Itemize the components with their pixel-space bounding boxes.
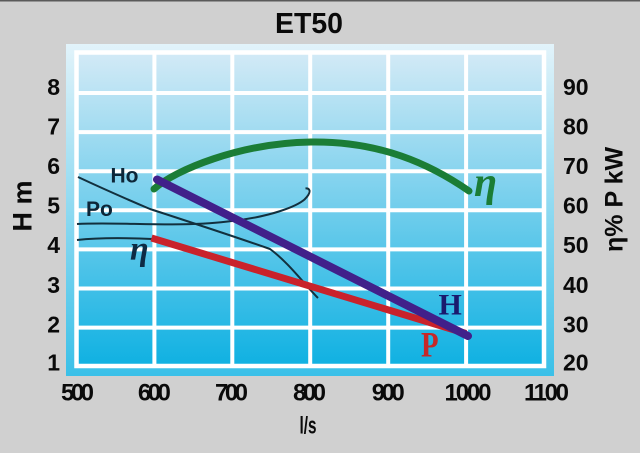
svg-text:1: 1 bbox=[47, 350, 60, 376]
svg-text:η: η bbox=[474, 160, 497, 206]
svg-text:70: 70 bbox=[563, 153, 589, 179]
svg-text:H: H bbox=[439, 288, 462, 321]
svg-text:4: 4 bbox=[47, 232, 60, 258]
svg-text:500: 500 bbox=[61, 380, 94, 407]
svg-text:η% P kW: η% P kW bbox=[601, 146, 629, 252]
svg-text:90: 90 bbox=[563, 74, 589, 100]
svg-text:Po: Po bbox=[86, 198, 113, 221]
svg-text:600: 600 bbox=[138, 380, 171, 407]
svg-text:1000: 1000 bbox=[445, 380, 492, 407]
svg-text:2: 2 bbox=[47, 311, 60, 337]
svg-text:80: 80 bbox=[563, 113, 589, 139]
svg-text:20: 20 bbox=[563, 350, 589, 376]
svg-text:3: 3 bbox=[47, 272, 60, 298]
svg-text:Ho: Ho bbox=[111, 165, 139, 188]
svg-text:30: 30 bbox=[563, 311, 589, 337]
svg-text:700: 700 bbox=[215, 380, 248, 407]
svg-text:40: 40 bbox=[563, 272, 589, 298]
svg-text:η: η bbox=[130, 231, 149, 268]
svg-text:800: 800 bbox=[293, 380, 326, 407]
svg-text:H m: H m bbox=[8, 180, 38, 231]
svg-text:1100: 1100 bbox=[524, 380, 569, 407]
svg-text:6: 6 bbox=[47, 153, 60, 179]
svg-text:900: 900 bbox=[372, 380, 405, 407]
svg-text:l/s: l/s bbox=[300, 413, 317, 440]
svg-text:7: 7 bbox=[47, 113, 60, 139]
svg-text:ET50: ET50 bbox=[275, 8, 343, 40]
svg-text:8: 8 bbox=[47, 74, 60, 100]
svg-text:P: P bbox=[421, 326, 439, 366]
svg-text:50: 50 bbox=[563, 232, 589, 258]
svg-text:5: 5 bbox=[47, 193, 60, 219]
svg-text:60: 60 bbox=[563, 193, 589, 219]
